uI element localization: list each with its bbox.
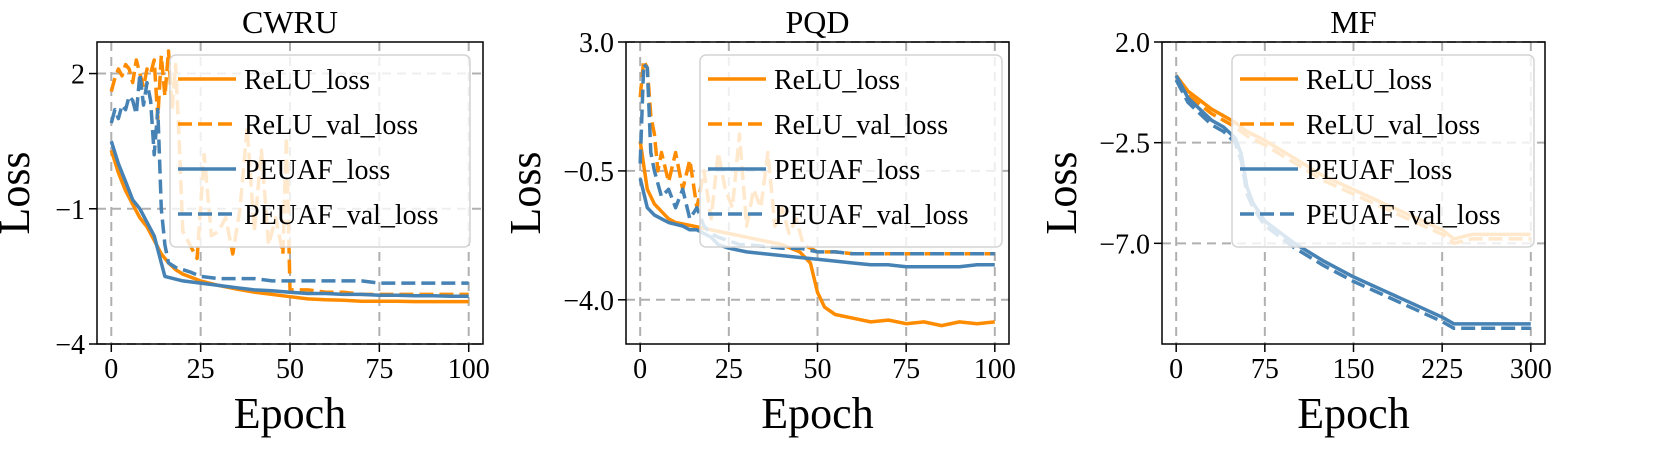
legend-label: PEUAF_val_loss <box>774 200 968 231</box>
x-axis-label: Epoch <box>761 389 873 438</box>
chart-title: MF <box>1330 4 1376 40</box>
chart-panel-pqd: 0 25 50 75 100 3.0 −0.5 −4.0 PQD Epoch Loss ReLU_lo… <box>501 4 1016 438</box>
legend-label: PEUAF_val_loss <box>244 200 438 231</box>
legend: ReLU_loss ReLU_val_loss PEUAF_loss PEUAF_va… <box>169 54 471 248</box>
y-tick-label: −7.0 <box>1099 229 1150 260</box>
y-tick-label: 2 <box>71 60 85 91</box>
x-tick-label: 75 <box>892 354 920 385</box>
x-tick-label: 0 <box>104 354 118 385</box>
legend-label: PEUAF_loss <box>244 155 390 186</box>
legend-label: ReLU_loss <box>244 65 370 96</box>
x-tick-label: 25 <box>715 354 743 385</box>
x-tick-label: 300 <box>1510 354 1552 385</box>
legend-label: PEUAF_loss <box>774 155 920 186</box>
legend: ReLU_loss ReLU_val_loss PEUAF_loss PEUAF_va… <box>699 54 1003 248</box>
legend-box <box>699 54 1003 248</box>
series-line-peuaf-loss <box>638 177 995 269</box>
legend-label: ReLU_loss <box>1306 65 1432 96</box>
legend-label: ReLU_val_loss <box>774 110 948 141</box>
y-tick-label: −0.5 <box>563 157 614 188</box>
x-tick-label: 0 <box>633 354 647 385</box>
series-line-peuaf-val-loss <box>109 71 469 285</box>
x-tick-label: 25 <box>187 354 215 385</box>
chart-panel-cwru: 0 25 50 75 1002−1−4CWRUEpochLossReLU_lossReL… <box>0 4 490 438</box>
x-tick-label: 100 <box>448 354 490 385</box>
x-axis-label: Epoch <box>234 389 346 438</box>
x-tick-label: 50 <box>276 354 304 385</box>
x-tick-label: 0 <box>1169 354 1183 385</box>
x-axis-label: Epoch <box>1297 389 1409 438</box>
series-line-peuaf-loss <box>109 140 469 298</box>
legend-label: PEUAF_loss <box>1306 155 1452 186</box>
legend-label: ReLU_val_loss <box>244 110 418 141</box>
chart-title: PQD <box>785 4 849 40</box>
y-tick-label: −1 <box>55 195 85 226</box>
series-line-peuaf-val-loss <box>1174 79 1531 331</box>
y-tick-label: −4 <box>55 330 85 361</box>
x-tick-label: 75 <box>1251 354 1279 385</box>
x-tick-label: 50 <box>804 354 832 385</box>
x-tick-label: 100 <box>974 354 1016 385</box>
legend: ReLU_loss ReLU_val_loss PEUAF_loss PEUAF_va… <box>1231 54 1535 248</box>
y-tick-label: 2.0 <box>1115 28 1150 59</box>
y-axis-label: Loss <box>1037 151 1086 234</box>
y-tick-label: −4.0 <box>563 286 614 317</box>
y-tick-label: −2.5 <box>1099 129 1150 160</box>
chart-title: CWRU <box>242 4 338 40</box>
x-tick-label: 150 <box>1333 354 1375 385</box>
x-tick-label: 75 <box>365 354 393 385</box>
legend-label: PEUAF_val_loss <box>1306 200 1500 231</box>
y-axis-label: Loss <box>501 151 550 234</box>
y-axis-label: Loss <box>0 151 39 234</box>
x-tick-label: 225 <box>1421 354 1463 385</box>
legend-label: ReLU_loss <box>774 65 900 96</box>
legend-box <box>1231 54 1535 248</box>
legend-label: ReLU_val_loss <box>1306 110 1480 141</box>
legend-box <box>169 54 471 248</box>
chart-panel-mf: 0 75 150 225 300 2.0 −2.5 −7.0 MF Epoch Loss ReLU_l… <box>1037 4 1552 438</box>
y-tick-label: 3.0 <box>579 28 614 59</box>
